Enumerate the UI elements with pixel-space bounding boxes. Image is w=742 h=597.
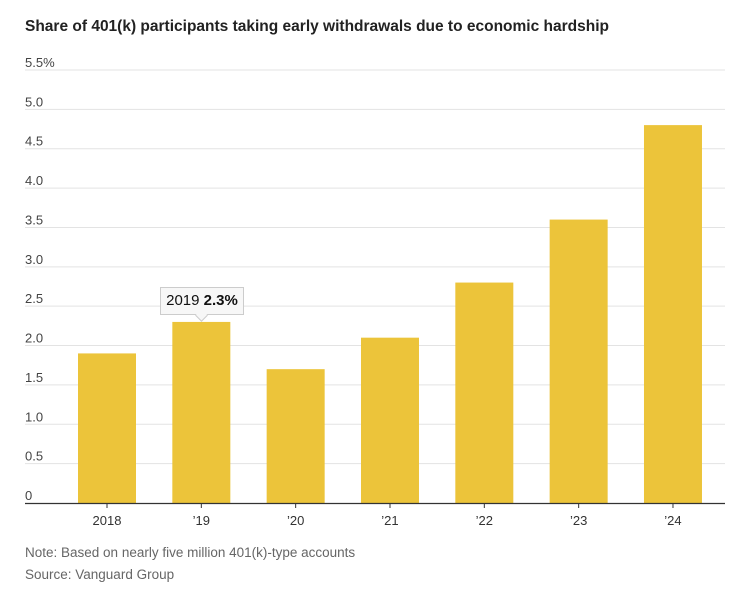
y-tick-label: 0.5: [25, 449, 43, 464]
y-tick-label: 2.5: [25, 291, 43, 306]
bar: [455, 282, 514, 503]
x-tick-label: 2018: [93, 513, 122, 528]
x-tick-label: ’19: [193, 513, 210, 528]
bar: [549, 219, 608, 503]
y-tick-label: 0: [25, 488, 32, 503]
bar: [360, 337, 419, 503]
y-tick-label: 5.5%: [25, 55, 55, 70]
x-tick-label: ’22: [476, 513, 493, 528]
y-tick-label: 1.0: [25, 409, 43, 424]
y-tick-label: 1.5: [25, 370, 43, 385]
y-tick-label: 3.5: [25, 212, 43, 227]
chart-source: Source: Vanguard Group: [25, 567, 175, 582]
x-tick-label: ’20: [287, 513, 304, 528]
bar: [266, 369, 325, 503]
y-tick-label: 5.0: [25, 94, 43, 109]
y-tick-label: 3.0: [25, 252, 43, 267]
y-tick-label: 4.0: [25, 173, 43, 188]
tooltip-year: 2019: [166, 292, 200, 309]
tooltip-value: 2.3%: [203, 292, 238, 309]
x-tick-label: ’24: [664, 513, 681, 528]
chart-note: Note: Based on nearly five million 401(k…: [25, 545, 356, 560]
bar: [172, 321, 231, 503]
bar: [643, 125, 702, 503]
bar: [78, 353, 136, 503]
x-tick-label: ’23: [570, 513, 587, 528]
y-tick-label: 4.5: [25, 134, 43, 149]
x-tick-label: ’21: [381, 513, 398, 528]
chart-title: Share of 401(k) participants taking earl…: [25, 18, 609, 35]
y-tick-label: 2.0: [25, 331, 43, 346]
tooltip: 2019 2.3%: [160, 287, 244, 315]
